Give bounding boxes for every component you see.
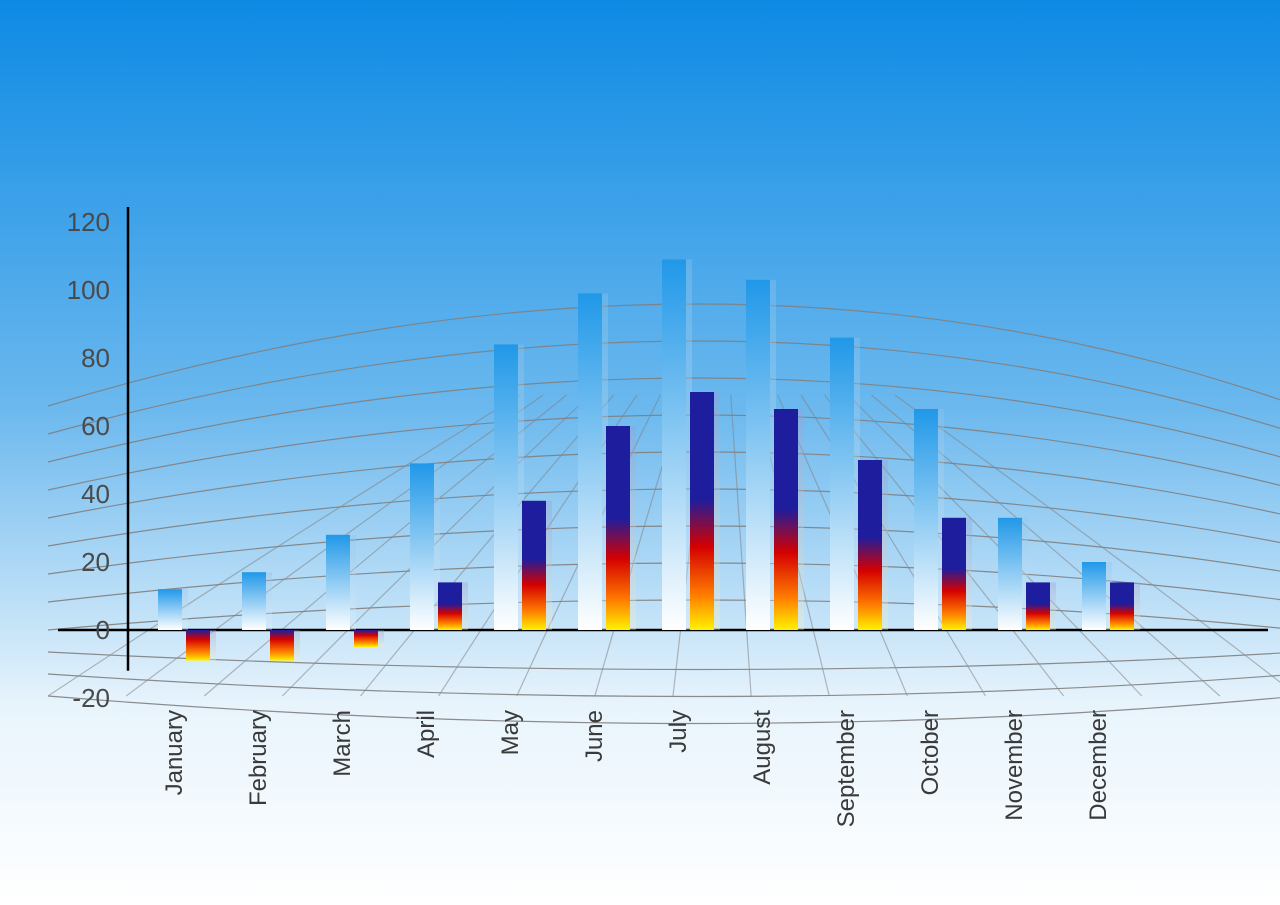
bar-secondary xyxy=(606,426,630,630)
x-category-label: April xyxy=(413,710,440,758)
bar-secondary xyxy=(270,630,294,661)
bar-secondary xyxy=(522,501,546,630)
bar-secondary xyxy=(438,582,462,630)
bar-primary xyxy=(998,518,1022,630)
x-category-label: September xyxy=(833,710,860,827)
x-category-label: March xyxy=(329,710,356,777)
bar-secondary xyxy=(186,630,210,661)
x-category-label: November xyxy=(1001,710,1028,821)
bar-primary xyxy=(914,409,938,630)
bar-primary xyxy=(326,535,350,630)
bar-secondary xyxy=(774,409,798,630)
bar-primary xyxy=(158,589,182,630)
y-tick-label: -20 xyxy=(72,683,110,713)
bar-secondary xyxy=(858,460,882,630)
y-tick-label: 100 xyxy=(67,275,110,305)
chart-svg: -20 0 20 40 60 80 100 120 January February March A… xyxy=(0,0,1280,905)
y-tick-label: 20 xyxy=(81,547,110,577)
bar-secondary xyxy=(1110,582,1134,630)
bar-primary xyxy=(578,293,602,630)
y-tick-label: 120 xyxy=(67,207,110,237)
y-tick-label: 60 xyxy=(81,411,110,441)
bar-secondary xyxy=(1026,582,1050,630)
y-tick-label: 80 xyxy=(81,343,110,373)
bar-primary xyxy=(494,344,518,630)
bar-secondary xyxy=(942,518,966,630)
bar-primary xyxy=(1082,562,1106,630)
bar-primary xyxy=(410,463,434,630)
x-category-label: August xyxy=(749,710,776,785)
x-category-label: July xyxy=(665,710,692,753)
x-category-label: December xyxy=(1085,710,1112,821)
x-category-label: June xyxy=(581,710,608,762)
y-tick-label: 0 xyxy=(96,615,110,645)
y-tick-label: 40 xyxy=(81,479,110,509)
bar-primary xyxy=(242,572,266,630)
x-category-label: October xyxy=(917,710,944,795)
bar-primary xyxy=(830,338,854,630)
bar-primary xyxy=(746,280,770,630)
x-category-label: May xyxy=(497,710,524,755)
x-category-label: February xyxy=(245,710,272,806)
monthly-bar-chart: -20 0 20 40 60 80 100 120 January February March A… xyxy=(0,0,1280,905)
bar-secondary xyxy=(690,392,714,630)
x-category-label: January xyxy=(161,710,188,795)
bar-secondary xyxy=(354,630,378,647)
bar-primary xyxy=(662,259,686,630)
